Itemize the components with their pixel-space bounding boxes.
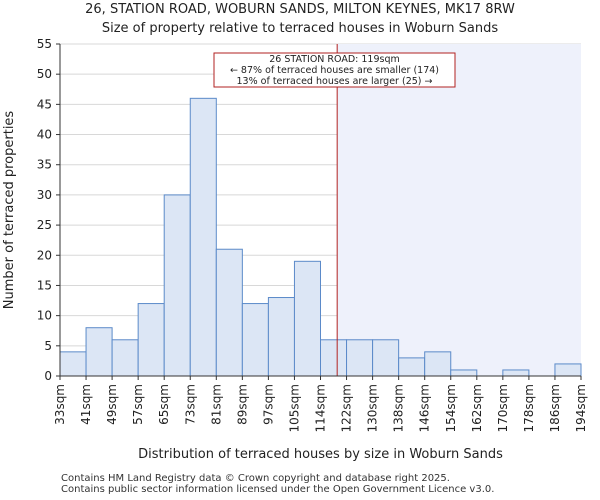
y-tick-label: 40 [37,128,52,142]
y-tick-label: 10 [37,309,52,323]
x-tick-label-146sqm: 146sqm [418,384,432,432]
x-tick-label-49sqm: 49sqm [105,384,119,425]
annotation-larger: 13% of terraced houses are larger (25) → [237,76,433,87]
y-tick-label: 25 [37,218,52,232]
y-axis-label: Number of terraced properties [2,111,17,310]
bar-146sqm [424,351,452,377]
bar-33sqm [59,351,87,377]
x-tick-label-138sqm: 138sqm [392,384,406,432]
x-tick-label-41sqm: 41sqm [79,384,93,425]
bar-186sqm [554,363,582,377]
y-ticks: 0 5 10 15 20 25 30 35 40 45 50 55 [37,37,60,383]
bar-41sqm [85,327,113,377]
bar-73sqm [189,97,217,377]
bar-89sqm [241,303,269,377]
x-tick-label-130sqm: 130sqm [366,384,380,432]
x-tick-label-114sqm: 114sqm [314,384,328,432]
bar-105sqm [293,260,322,377]
x-tick-label-33sqm: 33sqm [53,384,67,425]
property-annotation: 26 STATION ROAD: 119sqm ← 87% of terrace… [213,52,456,88]
bar-122sqm [346,339,374,377]
x-tick-label-194sqm: 194sqm [574,384,588,432]
bar-170sqm [502,369,530,377]
chart-title-line1: 26, STATION ROAD, WOBURN SANDS, MILTON K… [85,2,515,17]
y-tick-label: 20 [37,248,52,262]
x-tick-label-73sqm: 73sqm [183,384,197,425]
annotation-box [213,52,456,88]
footer: Contains HM Land Registry data © Crown c… [61,473,494,495]
bar-49sqm [111,339,139,377]
x-tick-label-89sqm: 89sqm [235,384,249,425]
x-tick-label-81sqm: 81sqm [209,384,223,425]
x-tick-label-162sqm: 162sqm [470,384,484,432]
y-tick-label: 35 [37,158,52,172]
x-tick-label-97sqm: 97sqm [261,384,275,425]
y-tick-label: 50 [37,67,52,81]
x-axis-label: Distribution of terraced houses by size … [138,447,503,462]
bar-114sqm [320,339,348,377]
bar-97sqm [267,297,295,377]
footer-line1: Contains HM Land Registry data © Crown c… [61,473,450,484]
y-tick-label: 30 [37,188,52,202]
y-tick-label: 15 [37,278,52,292]
bar-130sqm [372,339,400,377]
bar-65sqm [163,194,191,377]
y-tick-label: 45 [37,97,52,111]
x-tick-label-105sqm: 105sqm [287,384,301,432]
chart-title: 26, STATION ROAD, WOBURN SANDS, MILTON K… [0,0,600,38]
larger-region-highlight [337,44,581,376]
footer-line2: Contains public sector information licen… [61,484,495,495]
x-tick-label-65sqm: 65sqm [157,384,171,425]
x-tick-label-170sqm: 170sqm [496,384,510,432]
y-tick-label: 5 [44,339,52,353]
bar-154sqm [450,369,478,377]
chart-title-line2: Size of property relative to terraced ho… [101,21,499,36]
x-tick-label-178sqm: 178sqm [522,384,536,432]
bar-81sqm [215,248,243,377]
y-tick-label: 0 [44,369,52,383]
annotation-label: 26 STATION ROAD: 119sqm [269,54,400,65]
x-tick-label-154sqm: 154sqm [444,384,458,432]
x-ticks: 33sqm 41sqm 49sqm 57sqm 65sqm 73sqm 81sqm 89sqm… [53,376,588,432]
x-tick-label-186sqm: 186sqm [548,384,562,432]
x-tick-label-122sqm: 122sqm [340,384,354,432]
y-tick-label: 55 [37,37,52,51]
bar-138sqm [398,357,426,377]
bar-57sqm [137,303,165,377]
x-tick-label-57sqm: 57sqm [131,384,145,425]
annotation-smaller: ← 87% of terraced houses are smaller (17… [230,65,439,76]
